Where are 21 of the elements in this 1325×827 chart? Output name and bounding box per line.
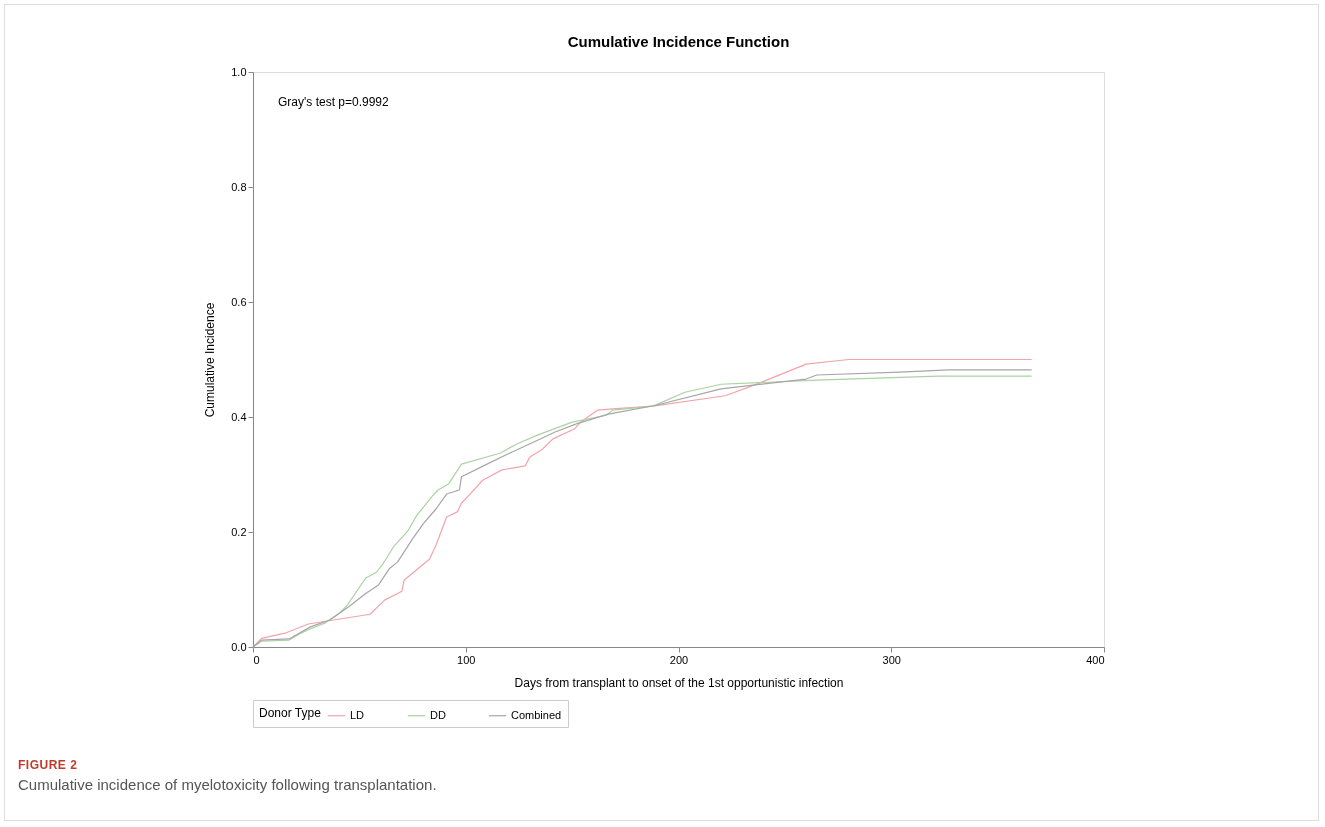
y-tick-label: 0.4: [231, 410, 247, 423]
annotation: Gray's test p=0.9992: [278, 95, 390, 109]
legend-label: DD: [430, 708, 446, 721]
x-axis-title: Days from transplant to onset of the 1st opportunistic infection: [514, 675, 844, 690]
y-tick-label: 1.0: [231, 65, 247, 78]
y-tick-label: 0.0: [231, 640, 247, 653]
legend-label: LD: [350, 708, 365, 721]
chart-title: Cumulative Incidence Function: [567, 33, 790, 50]
x-tick-label: 0: [253, 653, 260, 666]
y-tick-label: 0.8: [231, 180, 247, 193]
y-tick-label: 0.6: [231, 295, 247, 308]
text: Cumulative incidence of myelotoxicity following transplantation.: [18, 776, 437, 793]
x-tick-label: 400: [1086, 653, 1105, 666]
legend-title: Donor Type: [259, 706, 322, 720]
y-axis-title: Cumulative Incidence: [203, 302, 218, 418]
x-tick-label: 300: [882, 653, 901, 666]
x-tick-label: 200: [669, 653, 689, 666]
caption: FIGURE 2: [18, 758, 79, 772]
y-tick-label: 0.2: [231, 525, 247, 538]
x-tick-label: 100: [457, 653, 476, 666]
legend-label: Combined: [511, 708, 562, 721]
